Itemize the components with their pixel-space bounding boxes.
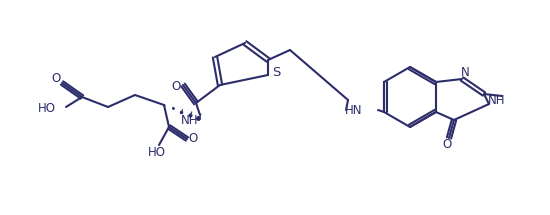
Text: HN: HN bbox=[344, 103, 362, 117]
Text: O: O bbox=[442, 138, 452, 152]
Text: HO: HO bbox=[38, 103, 56, 115]
Text: N: N bbox=[460, 66, 469, 78]
Text: NH: NH bbox=[488, 94, 506, 106]
Text: HO: HO bbox=[148, 146, 166, 158]
Text: S: S bbox=[272, 66, 280, 80]
Text: O: O bbox=[51, 72, 60, 86]
Text: NH: NH bbox=[182, 114, 199, 126]
Text: O: O bbox=[172, 80, 180, 94]
Text: O: O bbox=[188, 132, 197, 146]
